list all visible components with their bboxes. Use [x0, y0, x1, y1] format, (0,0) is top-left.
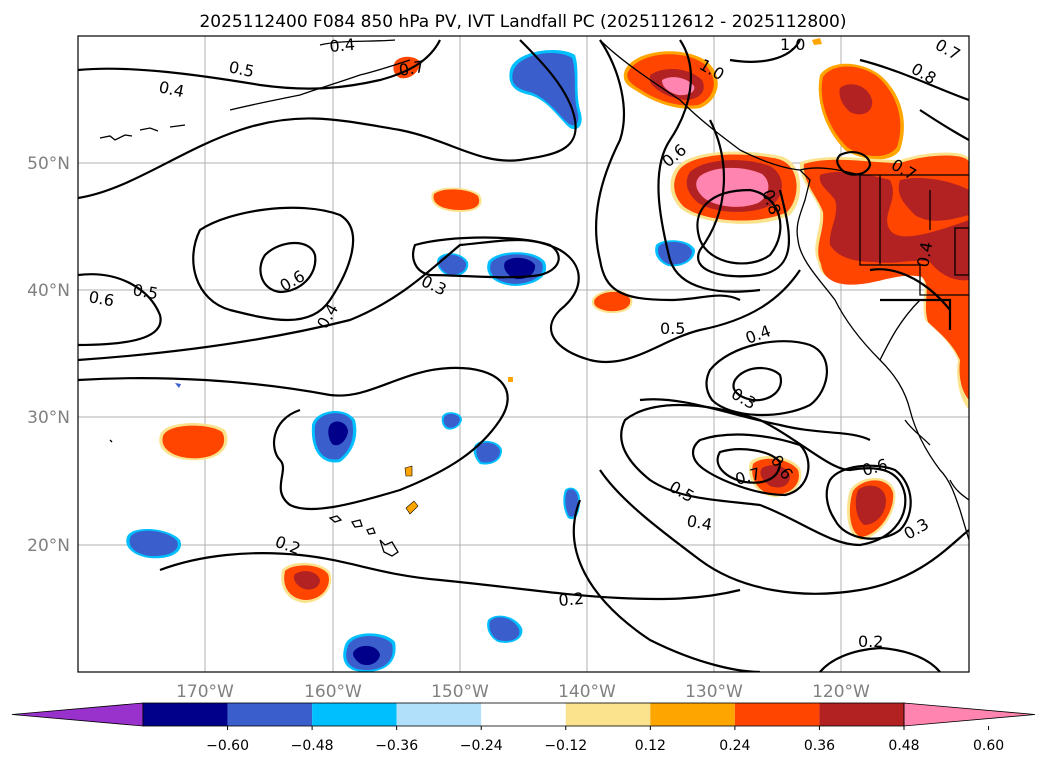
colorbar-tick-label: −0.48: [291, 738, 334, 754]
map-title: 2025112400 F084 850 hPa PV, IVT Landfall…: [199, 12, 846, 32]
lat-label: 30°N: [27, 408, 70, 428]
contour-label: 0.2: [558, 589, 585, 610]
colorbar-tick-label: 0.60: [973, 738, 1004, 754]
colorbar-tick-label: 0.36: [804, 738, 835, 754]
lon-label: 140°W: [558, 682, 616, 702]
contour-label: 0.6: [87, 287, 115, 310]
colorbar-segment: [819, 703, 904, 726]
colorbar-border: [142, 702, 905, 727]
colorbar-tick-label: 0.24: [719, 738, 750, 754]
colorbar-segment: [481, 703, 566, 726]
colorbar-segment: [143, 703, 228, 726]
colorbar-segment: [396, 703, 482, 726]
contour-label: 0.2: [858, 632, 883, 651]
longitude-labels: 170°W 160°W 150°W 140°W 130°W 120°W: [176, 682, 870, 702]
coastlines: [99, 39, 969, 557]
contour-label: 0.5: [131, 280, 159, 303]
contour-label: 0.4: [913, 240, 936, 268]
lon-label: 120°W: [812, 682, 870, 702]
lon-label: 170°W: [176, 682, 234, 702]
lon-label: 160°W: [304, 682, 362, 702]
colorbar-segment: [312, 703, 397, 726]
contour-label: 0.4: [157, 77, 186, 101]
colorbar-tick-label: −0.60: [206, 738, 249, 754]
lat-label: 50°N: [27, 154, 70, 174]
colorbar-segment: [650, 703, 735, 726]
contour-label: 1.0: [780, 35, 805, 54]
colorbar-tick-label: 0.48: [888, 738, 919, 754]
lat-label: 40°N: [27, 281, 70, 301]
colorbar-tick-label: −0.36: [375, 738, 418, 754]
contour-label: 0.4: [329, 35, 356, 56]
colorbar-tick-label: 0.12: [635, 738, 666, 754]
pv-contours: [78, 39, 969, 672]
colorbar-extend-high: [903, 702, 1036, 727]
lon-label: 150°W: [431, 682, 489, 702]
colorbar-segment: [734, 703, 820, 726]
latitude-labels: 50°N 40°N 30°N 20°N: [27, 154, 70, 556]
lon-label: 130°W: [685, 682, 743, 702]
colorbar: −0.60 −0.48 −0.36 −0.24 −0.12 0.12 0.24 0.36 0.4…: [11, 702, 1036, 754]
graticule: [78, 36, 969, 672]
contour-label: 0.7: [397, 57, 425, 80]
colorbar-segment: [227, 703, 313, 726]
colorbar-segment: [565, 703, 651, 726]
contour-label: 0.5: [227, 57, 256, 81]
contour-label: 0.4: [685, 511, 713, 534]
map-border: [77, 35, 970, 673]
colorbar-tick-label: −0.24: [460, 738, 503, 754]
colorbar-extend-low: [11, 702, 144, 727]
contour-label: 0.5: [660, 319, 685, 338]
colorbar-tick-label: −0.12: [544, 738, 587, 754]
lat-label: 20°N: [27, 536, 70, 556]
